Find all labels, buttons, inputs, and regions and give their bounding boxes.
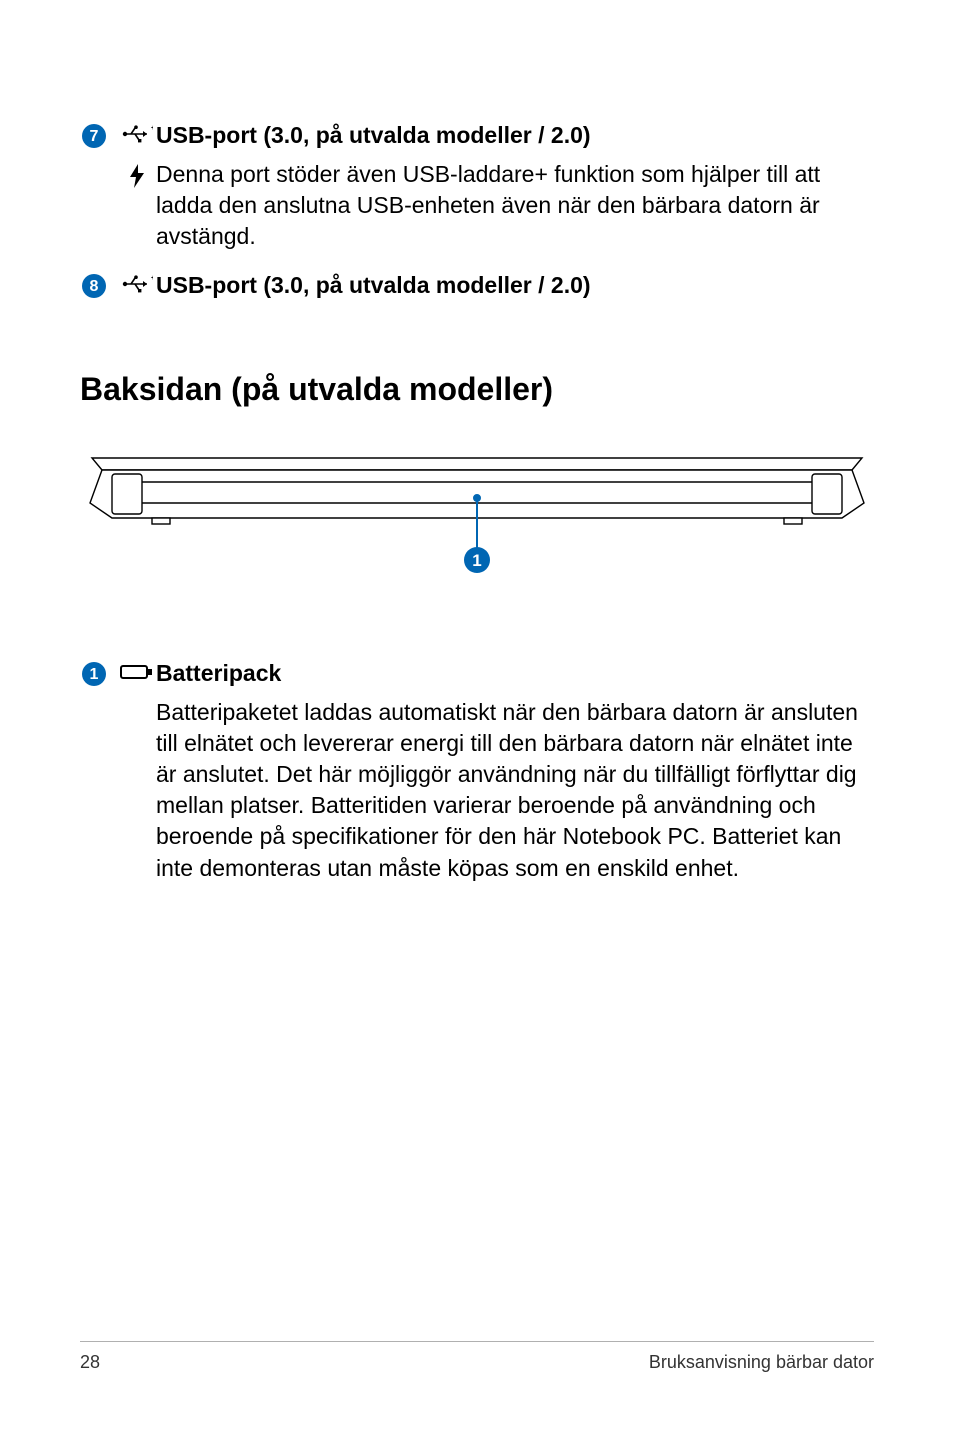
list-item-battery: 1 Batteripack	[80, 658, 874, 689]
battery-title: Batteripack	[156, 658, 874, 689]
item7-subtext: Denna port stöder även USB-laddare+ funk…	[156, 159, 874, 252]
item7-sub: Denna port stöder även USB-laddare+ funk…	[118, 159, 874, 252]
svg-text:+: +	[151, 275, 153, 282]
badge-number: 8	[90, 278, 99, 295]
list-item-8: 8 + USB-port (3.0, på utvalda modeller /…	[80, 270, 874, 301]
lightning-icon	[118, 163, 156, 189]
number-badge-7: 7	[80, 122, 108, 150]
number-badge-8: 8	[80, 272, 108, 300]
rear-diagram: 1	[80, 448, 874, 598]
section-heading: Baksidan (på utvalda modeller)	[80, 371, 874, 408]
diagram-callout-number: 1	[472, 551, 481, 570]
usb-icon: +	[118, 124, 156, 144]
battery-icon	[118, 662, 156, 682]
battery-description: Batteripaketet laddas automatiskt när de…	[156, 697, 874, 883]
item7-title: USB-port (3.0, på utvalda modeller / 2.0…	[156, 120, 874, 151]
badge-number: 7	[90, 128, 99, 145]
badge-number: 1	[90, 666, 99, 683]
number-badge-1: 1	[80, 660, 108, 688]
usb-icon: +	[118, 274, 156, 294]
svg-text:+: +	[151, 125, 153, 132]
footer-label: Bruksanvisning bärbar dator	[649, 1352, 874, 1373]
page-number: 28	[80, 1352, 100, 1373]
page-footer: 28 Bruksanvisning bärbar dator	[80, 1341, 874, 1373]
list-item-7: 7 + USB-port (3.0, på utvalda modeller /…	[80, 120, 874, 151]
item8-title: USB-port (3.0, på utvalda modeller / 2.0…	[156, 270, 874, 301]
